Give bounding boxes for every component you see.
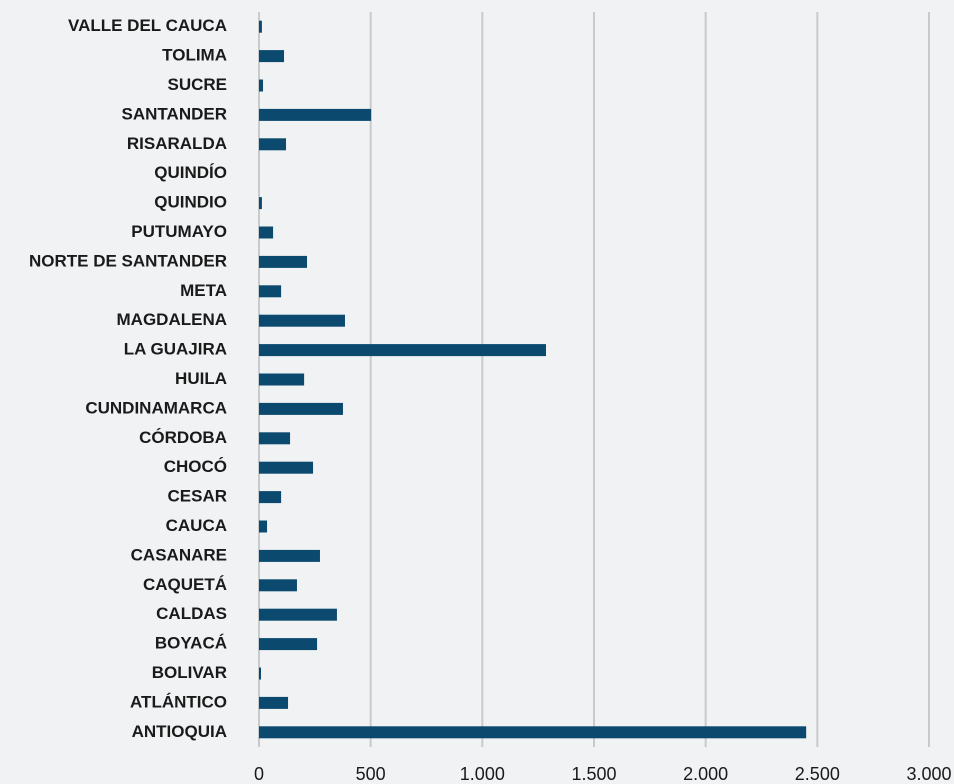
x-tick-label: 1.500 <box>571 764 616 784</box>
bar <box>259 50 285 63</box>
bar <box>259 285 282 298</box>
bar <box>259 491 282 504</box>
y-tick-label: HUILA <box>175 369 227 388</box>
y-tick-label: CHOCÓ <box>164 457 227 476</box>
y-tick-label: CÓRDOBA <box>139 428 227 447</box>
y-tick-label: BOLIVAR <box>152 663 227 682</box>
bar <box>259 373 305 386</box>
y-tick-label: RISARALDA <box>127 134 227 153</box>
y-tick-label: TOLIMA <box>162 46 227 65</box>
y-tick-label: ANTIOQUIA <box>132 722 227 741</box>
x-tick-label: 2.500 <box>795 764 840 784</box>
y-tick-label: QUINDIO <box>154 193 227 212</box>
bar <box>259 108 372 121</box>
bar <box>259 549 320 562</box>
y-tick-label: NORTE DE SANTANDER <box>29 251 227 270</box>
bar <box>259 608 337 621</box>
bar <box>259 255 308 268</box>
bar <box>259 432 291 445</box>
bar <box>259 402 343 415</box>
bar <box>259 138 287 151</box>
y-tick-label: SANTANDER <box>122 104 227 123</box>
bar <box>259 314 345 327</box>
y-tick-label: QUINDÍO <box>154 163 227 182</box>
bar <box>259 520 268 533</box>
bar <box>259 726 807 739</box>
bar <box>259 579 297 592</box>
x-tick-label: 2.000 <box>683 764 728 784</box>
y-tick-label: PUTUMAYO <box>131 222 227 241</box>
bar <box>259 638 318 651</box>
y-tick-label: CASANARE <box>131 545 227 564</box>
y-tick-label: CAUCA <box>166 516 227 535</box>
x-tick-label: 3.000 <box>906 764 951 784</box>
x-tick-label: 500 <box>356 764 386 784</box>
y-tick-label: LA GUAJIRA <box>124 340 227 359</box>
y-tick-label: SUCRE <box>167 75 227 94</box>
bar <box>259 20 262 33</box>
y-tick-label: MAGDALENA <box>117 310 228 329</box>
x-tick-label: 0 <box>254 764 264 784</box>
y-tick-label: BOYACÁ <box>155 634 227 653</box>
y-tick-label: ATLÁNTICO <box>130 692 227 711</box>
y-tick-label: CALDAS <box>156 604 227 623</box>
bar <box>259 696 289 709</box>
y-tick-label: CESAR <box>167 487 227 506</box>
y-tick-label: VALLE DEL CAUCA <box>68 16 227 35</box>
bar <box>259 79 264 92</box>
bar <box>259 197 262 210</box>
bar <box>259 461 314 474</box>
y-tick-label: CUNDINAMARCA <box>85 398 227 417</box>
bar <box>259 667 262 680</box>
bar <box>259 226 274 239</box>
x-tick-label: 1.000 <box>460 764 505 784</box>
y-tick-label: META <box>180 281 227 300</box>
y-tick-label: CAQUETÁ <box>143 575 227 594</box>
bar <box>259 344 546 357</box>
